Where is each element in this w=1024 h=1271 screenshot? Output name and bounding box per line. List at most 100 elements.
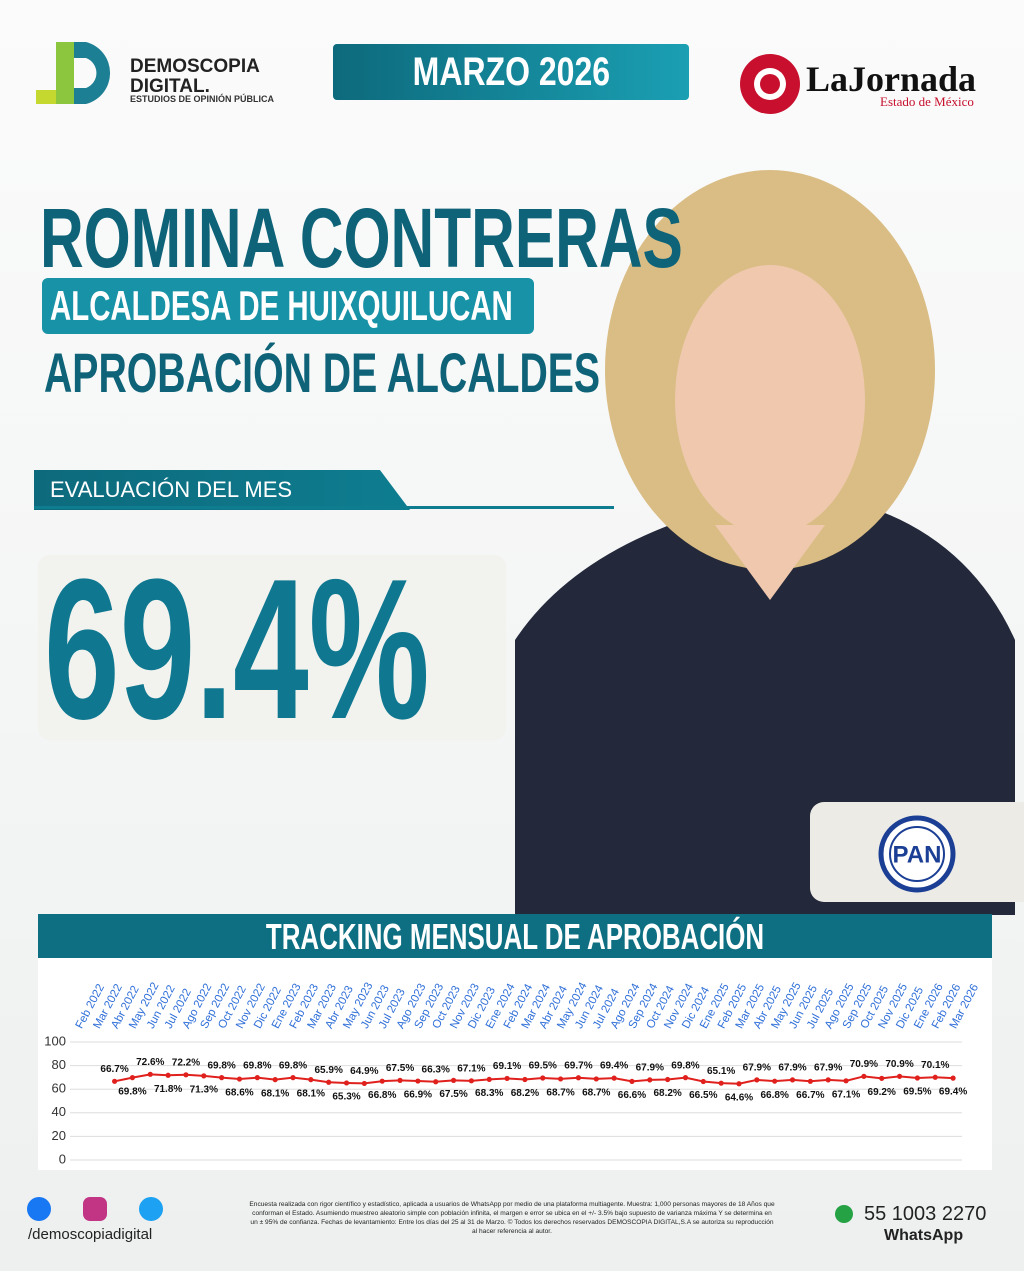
value-label: 65.1% (707, 1066, 735, 1077)
brand-sub: ESTUDIOS DE OPINIÓN PÚBLICA (130, 94, 275, 104)
point (772, 1078, 778, 1084)
eval-rule (34, 506, 614, 509)
value-label: 67.5% (439, 1089, 467, 1100)
y-tick-label: 40 (52, 1104, 66, 1119)
role: ALCALDESA DE HUIXQUILUCAN (50, 282, 513, 329)
score-box (38, 555, 506, 740)
value-label: 69.1% (493, 1061, 521, 1072)
value-label: 66.3% (422, 1064, 450, 1075)
point (825, 1077, 831, 1083)
y-tick-label: 0 (59, 1151, 66, 1166)
score: 69.4% (44, 538, 430, 761)
point (504, 1075, 510, 1082)
point (593, 1076, 599, 1082)
date: MARZO 2026 (412, 50, 610, 94)
value-label: 69.8% (671, 1060, 699, 1071)
role-banner: ALCALDESA DE HUIXQUILUCAN (42, 278, 534, 334)
value-label: 68.7% (546, 1088, 574, 1099)
point (450, 1077, 457, 1083)
point (700, 1078, 706, 1085)
y-tick-label: 20 (52, 1128, 66, 1143)
point (647, 1077, 653, 1083)
point (718, 1080, 724, 1086)
eval-label: EVALUACIÓN DEL MES (50, 477, 293, 502)
value-label: 68.1% (261, 1088, 289, 1099)
point (540, 1075, 546, 1081)
date-banner: MARZO 2026 (333, 44, 689, 100)
value-label: 69.4% (600, 1061, 628, 1072)
value-label: 69.7% (564, 1060, 592, 1071)
value-label: 70.1% (921, 1060, 949, 1071)
value-label: 66.9% (404, 1090, 432, 1101)
point (290, 1075, 296, 1081)
value-label: 69.2% (868, 1087, 896, 1098)
point (361, 1080, 367, 1087)
name: ROMINA CONTRERAS (40, 191, 683, 285)
value-label: 68.1% (297, 1088, 325, 1099)
social: /demoscopiadigital (28, 1226, 153, 1243)
value-label: 66.8% (761, 1090, 789, 1101)
value-label: 67.9% (636, 1063, 664, 1074)
party-logo: PAN (878, 815, 956, 893)
value-label: 69.5% (529, 1061, 557, 1072)
y-tick-label: 60 (52, 1081, 66, 1096)
value-label: 64.9% (350, 1066, 378, 1077)
social-icons (27, 1197, 163, 1221)
point (236, 1076, 243, 1082)
point (754, 1077, 760, 1083)
value-label: 66.8% (368, 1090, 396, 1101)
point (861, 1073, 867, 1079)
disclaimer: Encuesta realizada con rigor científico … (249, 1201, 775, 1235)
point (379, 1078, 385, 1084)
paper-sub: Estado de México (880, 94, 974, 109)
paper-logo (740, 54, 800, 114)
value-label: 68.6% (225, 1088, 253, 1099)
portrait (515, 170, 1015, 915)
logo-icon (36, 42, 111, 104)
y-tick-label: 80 (52, 1057, 66, 1072)
value-label: 69.4% (939, 1087, 967, 1098)
value-label: 68.2% (511, 1088, 539, 1099)
point (896, 1073, 903, 1079)
y-tick-label: 100 (44, 1033, 66, 1048)
value-label: 70.9% (885, 1059, 913, 1070)
point (932, 1074, 938, 1080)
point (736, 1081, 742, 1087)
chart-banner: TRACKING MENSUAL DE APROBACIÓN (38, 914, 992, 958)
point (433, 1079, 439, 1085)
point (343, 1080, 350, 1086)
value-label: 65.3% (332, 1092, 360, 1103)
point (183, 1072, 189, 1078)
point (415, 1078, 421, 1084)
score-wrap: 69.4% (44, 540, 611, 760)
point (219, 1075, 225, 1081)
whatsapp-icon (835, 1205, 853, 1223)
value-label: 71.8% (154, 1084, 182, 1095)
value-label: 65.9% (315, 1065, 343, 1076)
point (950, 1075, 956, 1081)
phone-label: WhatsApp (884, 1227, 964, 1244)
value-label: 71.3% (190, 1085, 218, 1096)
point (468, 1078, 474, 1084)
line (114, 1073, 954, 1085)
party: PAN (893, 841, 942, 868)
point (879, 1075, 885, 1081)
chart-bg (38, 958, 992, 1170)
point (129, 1075, 136, 1081)
value-label: 70.9% (850, 1059, 878, 1070)
point (611, 1075, 617, 1081)
value-label: 66.7% (796, 1090, 824, 1101)
value-label: 72.6% (136, 1057, 164, 1068)
point (789, 1077, 796, 1083)
point (682, 1075, 689, 1081)
point (665, 1076, 671, 1083)
point (165, 1072, 171, 1078)
topic: APROBACIÓN DE ALCALDES (44, 341, 601, 404)
point (914, 1075, 921, 1081)
value-label: 69.8% (279, 1060, 307, 1071)
value-label: 64.6% (725, 1092, 753, 1103)
point (575, 1075, 582, 1081)
brand2: DIGITAL. (130, 76, 210, 97)
point (254, 1075, 260, 1081)
